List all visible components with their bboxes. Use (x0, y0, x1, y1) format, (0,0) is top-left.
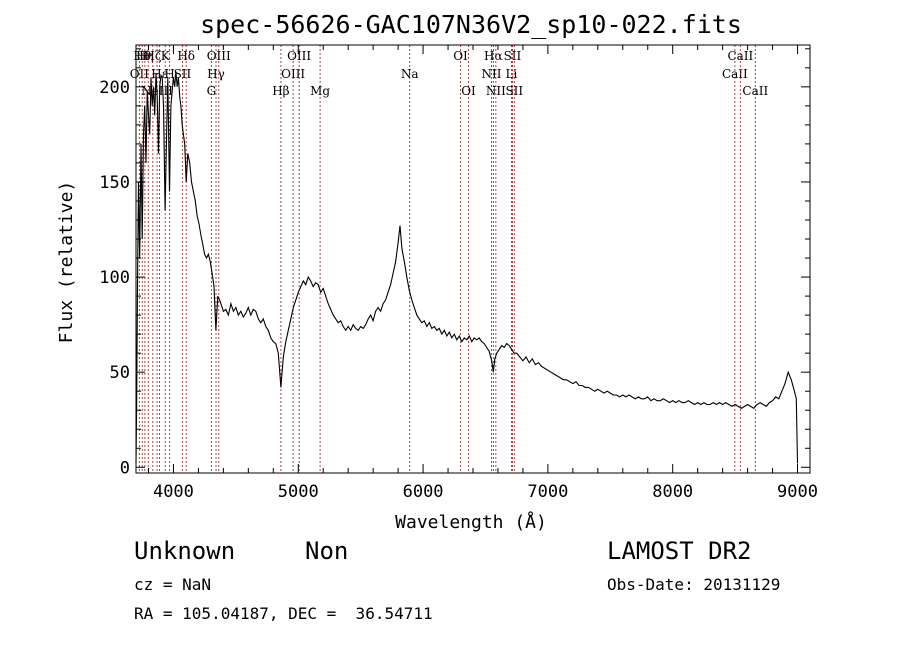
survey-name: LAMOST DR2 (607, 537, 752, 565)
line-marker-label-0: OII (130, 67, 150, 81)
line-marker-label-23: NII (486, 84, 506, 98)
line-marker-label-22: Hα (484, 49, 503, 63)
line-marker-label-20: OI (461, 84, 476, 98)
emission-line-markers: OIIHθHηHζNeIIIHεKHSIIHδGHγOIIIHβOIIIOIII… (130, 45, 768, 473)
x-tick-label-8000: 8000 (652, 482, 693, 502)
x-tick-label-7000: 7000 (527, 482, 568, 502)
line-marker-label-25: SII (504, 49, 522, 63)
spectrum-subclass: Non (305, 537, 349, 565)
line-marker-label-28: CaII (727, 49, 753, 63)
x-tick-label-5000: 5000 (278, 482, 319, 502)
y-tick-label-50: 50 (110, 363, 130, 383)
line-marker-label-10: Hδ (177, 49, 195, 63)
line-marker-label-8: H (164, 67, 174, 81)
y-axis-label: Flux (relative) (56, 181, 77, 344)
line-marker-label-19: OI (453, 49, 468, 63)
line-marker-label-15: OIII (281, 67, 305, 81)
line-marker-label-29: CaII (742, 84, 768, 98)
line-marker-label-7: K (161, 49, 171, 63)
line-marker-label-16: OIII (287, 49, 311, 63)
line-marker-label-17: Mg (310, 84, 330, 98)
redshift-cz: cz = NaN (134, 575, 212, 594)
chart-title: spec-56626-GAC107N36V2_sp10-022.fits (200, 10, 742, 39)
line-marker-label-2: Hη (136, 49, 154, 63)
y-tick-label-0: 0 (120, 458, 130, 478)
sky-coordinates: RA = 105.04187, DEC = 36.54711 (134, 604, 433, 623)
spectrum-series-line (135, 71, 799, 464)
x-axis-label: Wavelength (Å) (395, 511, 547, 533)
line-marker-label-11: G (207, 84, 217, 98)
line-marker-label-24: Li (506, 67, 518, 81)
line-marker-label-12: Hγ (207, 67, 225, 81)
y-tick-label-100: 100 (99, 268, 130, 288)
x-tick-label-4000: 4000 (153, 482, 194, 502)
line-marker-label-21: NII (481, 67, 501, 81)
line-marker-label-14: Hβ (272, 84, 289, 98)
line-marker-label-26: SII (505, 84, 523, 98)
observation-date: Obs-Date: 20131129 (607, 575, 781, 594)
line-marker-label-4: Hζ (144, 49, 161, 63)
line-marker-label-27: CaII (722, 67, 748, 81)
line-marker-label-13: OIII (207, 49, 231, 63)
line-marker-label-1: Hθ (133, 49, 151, 63)
line-marker-label-18: Na (401, 67, 419, 81)
x-tick-label-9000: 9000 (777, 482, 818, 502)
spectrum-class: Unknown (134, 537, 236, 565)
plot-frame (135, 44, 811, 474)
y-tick-label-150: 150 (99, 173, 130, 193)
axis-ticks: 4000 5000 6000 7000 8000 9000 0 50 100 150 200 (99, 45, 818, 502)
y-tick-label-200: 200 (99, 78, 130, 98)
x-tick-label-6000: 6000 (403, 482, 444, 502)
